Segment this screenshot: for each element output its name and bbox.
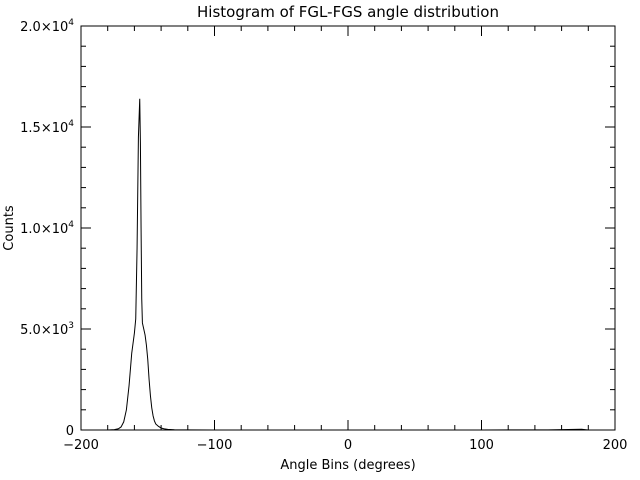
- x-tick-label: −100: [197, 438, 233, 453]
- y-tick-label: 1.5×104: [20, 119, 74, 136]
- axis-ticks: [80, 25, 616, 431]
- y-tick-label: 2.0×104: [20, 18, 74, 35]
- x-tick-label: 0: [344, 438, 352, 453]
- x-tick-label: −200: [63, 438, 99, 453]
- x-tick-label: 200: [603, 438, 628, 453]
- histogram-series-line: [107, 98, 589, 431]
- y-tick-label: 0: [66, 424, 74, 439]
- series-layer: [107, 98, 589, 431]
- chart-title: Histogram of FGL-FGS angle distribution: [197, 3, 499, 21]
- plot-frame: [80, 25, 616, 431]
- y-tick-label: 5.0×103: [20, 321, 74, 338]
- y-tick-label: 1.0×104: [20, 220, 74, 237]
- x-axis-label: Angle Bins (degrees): [280, 458, 415, 473]
- y-axis-label: Counts: [2, 205, 17, 251]
- axis-tick-labels: −200 −100 0 100 200 0 5.0×103 1.0×104 1.5×104 2.0…: [20, 18, 627, 453]
- x-tick-label: 100: [469, 438, 494, 453]
